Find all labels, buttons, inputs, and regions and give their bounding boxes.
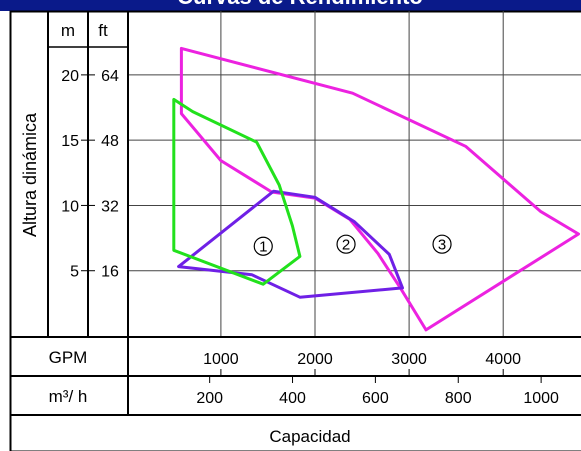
x-tick-label-gpm: 2000 xyxy=(297,351,333,368)
y-tick-label-ft: 64 xyxy=(101,68,119,85)
x-tick-label-gpm: 4000 xyxy=(485,351,521,368)
unit-header-ft: ft xyxy=(98,21,108,40)
y-tick-label-ft: 32 xyxy=(101,198,119,215)
curve-label-layer: 1 2 3 xyxy=(253,234,452,256)
title-bar xyxy=(0,0,581,11)
curve-layer xyxy=(172,46,580,332)
curve-label-circle xyxy=(336,234,356,254)
x-axis-title: Capacidad xyxy=(269,427,350,446)
unit-header-m: m xyxy=(61,21,75,40)
y-tick-label-m: 5 xyxy=(70,264,79,281)
m3h-row-label: m³/ h xyxy=(49,387,88,406)
curve-label-text: 1 xyxy=(259,239,267,256)
x-tick-label-gpm: 1000 xyxy=(203,351,239,368)
y-tick-label-ft: 48 xyxy=(101,133,119,150)
curve-label-circle xyxy=(253,236,273,256)
x-tick-label-gpm: 3000 xyxy=(391,351,427,368)
x-tick-label-m3h: 800 xyxy=(445,390,472,407)
x-tick-label-m3h: 1000 xyxy=(523,390,559,407)
curve-label-text: 3 xyxy=(438,237,446,254)
curve-1 xyxy=(172,97,302,286)
x-tick-label-m3h: 600 xyxy=(362,390,389,407)
y-axis-title: Altura dinámica xyxy=(20,112,40,237)
x-tick-label-m3h: 400 xyxy=(279,390,306,407)
y-tick-layer: 20 15 10 5 64 48 32 16 xyxy=(61,68,119,281)
x-tick-label-m3h: 200 xyxy=(196,390,223,407)
curve-label-circle xyxy=(432,234,452,254)
y-tick-label-ft: 16 xyxy=(101,264,119,281)
y-tick-label-m: 20 xyxy=(61,68,79,85)
y-tick-label-m: 10 xyxy=(61,198,79,215)
gpm-row-label: GPM xyxy=(49,348,88,367)
curve-3 xyxy=(179,46,580,332)
y-tick-label-m: 15 xyxy=(61,133,79,150)
chart-title: Curvas de Rendimiento xyxy=(177,0,423,9)
chart-frame xyxy=(9,10,581,451)
curve-label-text: 2 xyxy=(342,237,350,254)
x-tick-layer: 1000 2000 3000 4000 200 400 600 800 1000 xyxy=(196,351,559,407)
